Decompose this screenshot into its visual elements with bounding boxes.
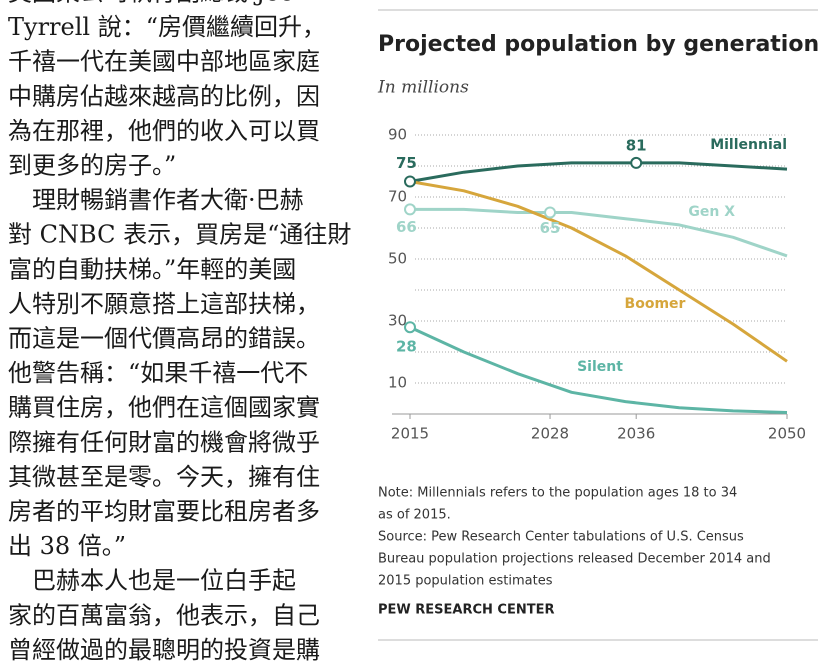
y-tick-label: 50 [388,250,407,268]
point-label: 75 [396,154,417,172]
series-label: Boomer [625,296,686,312]
x-tick-label: 2028 [531,425,569,443]
note-line: Bureau population projections released D… [378,552,771,567]
article-line: 其微甚至是零。今天，擁有住 [8,463,320,491]
chart-title: Projected population by generation [378,32,818,57]
article-line: 際擁有任何財富的機會將微乎 [8,428,320,456]
article-line: 為在那裡，他們的收入可以買 [8,117,320,145]
y-tick-label: 30 [388,312,407,330]
article-line: 房者的平均財富要比租房者多 [8,498,320,526]
series-label: Silent [577,359,623,375]
article-line: 家的百萬富翁，他表示，自己 [8,601,320,629]
note-line: Source: Pew Research Center tabulations … [378,530,744,545]
article-line: 他警告稱：“如果千禧一代不 [8,359,308,387]
point-label: 81 [626,136,647,154]
y-tick-label: 90 [388,126,407,144]
point-label: 66 [396,218,417,236]
article-line: 巴赫本人也是一位白手起 [8,567,296,595]
x-tick-label: 2036 [617,425,655,443]
article-line: Tyrrell 說：“房價繼續回升， [8,13,326,41]
series-line [409,325,788,414]
series-label: Gen X [688,204,735,220]
y-tick-label: 70 [388,188,407,206]
article-line: 而這是一個代價高昂的錯誤。 [8,325,320,353]
article-line: 到更多的房子。” [8,152,176,180]
y-tick-label: 10 [388,374,407,392]
x-tick-label: 2015 [391,425,429,443]
source-credit: PEW RESEARCH CENTER [378,603,554,618]
article-line: 對 CNBC 表示，買房是“通往財 [8,221,351,249]
series-label: Millennial [710,137,787,153]
article-line: 美國某公司執行副總裁 Joe [8,0,294,7]
article-line: 人特別不願意搭上這部扶梯， [8,290,320,318]
point-label: 28 [396,338,417,356]
article-line: 理財暢銷書作者大衛·巴赫 [8,186,304,214]
series-line [410,207,788,258]
note-line: as of 2015. [378,508,451,523]
point-marker [630,156,643,169]
article-line: 千禧一代在美國中部地區家庭 [8,48,320,76]
note-line: 2015 population estimates [378,574,553,589]
series-line [409,161,788,183]
chart-subtitle: In millions [377,78,469,98]
point-marker [404,203,416,216]
article-line: 曾經做過的最聰明的投資是購 [8,636,320,664]
article-line: 購買住房，他們在這個國家實 [8,394,320,422]
series-line [409,180,788,363]
point-marker [544,206,557,219]
point-marker [404,321,416,334]
article-line: 中購房佔越來越高的比例，因 [8,82,320,110]
x-tick-label: 2050 [768,425,806,443]
point-label: 65 [540,219,561,237]
point-marker [404,175,416,188]
article-line: 出 38 倍。” [8,532,126,560]
note-line: Note: Millennials refers to the populati… [378,486,737,501]
article-line: 富的自動扶梯。”年輕的美國 [8,255,296,283]
